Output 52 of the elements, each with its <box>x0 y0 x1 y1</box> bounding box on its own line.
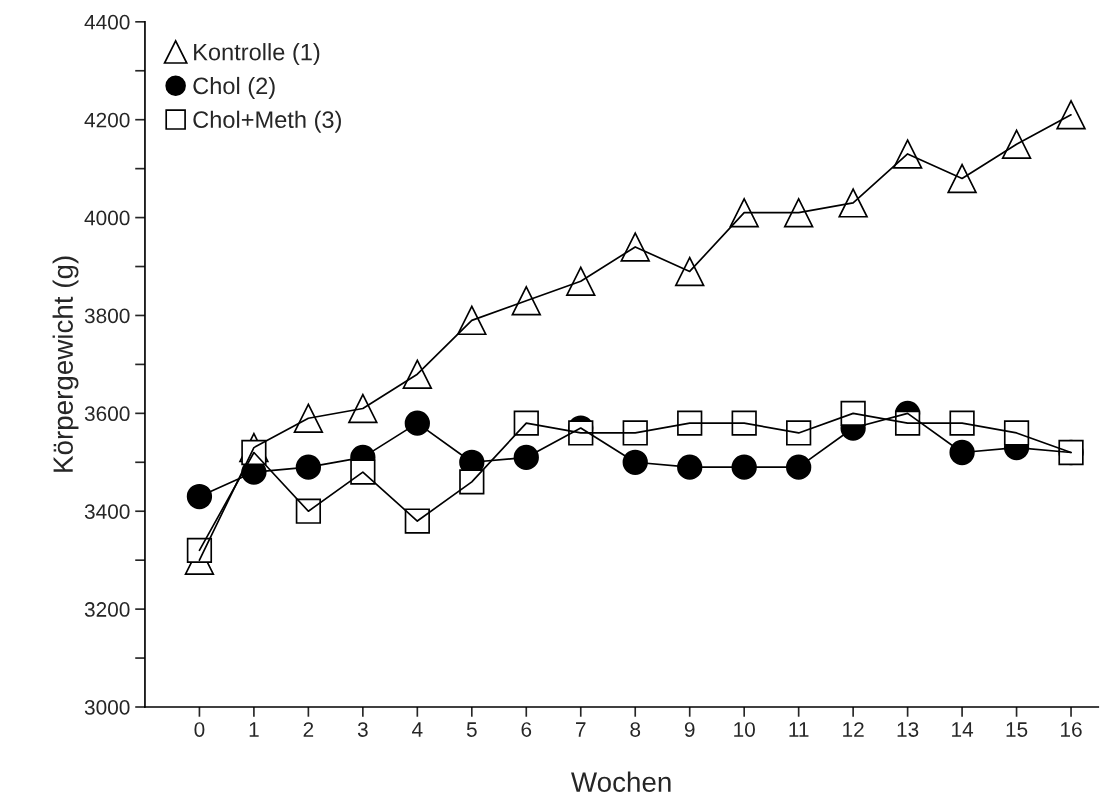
point <box>949 439 975 466</box>
point <box>674 256 705 287</box>
point <box>947 163 977 194</box>
x-tick-label: 15 <box>1006 722 1028 737</box>
x-tick-label: 6 <box>521 722 532 737</box>
point <box>786 454 812 480</box>
legend-label: Chol+Meth (3) <box>193 110 341 133</box>
y-axis-title: Körpergewicht (g) <box>52 256 79 472</box>
point <box>620 232 650 262</box>
x-tick-label: 2 <box>303 722 314 737</box>
point <box>840 400 866 426</box>
point <box>677 454 703 480</box>
x-tick-label: 3 <box>357 722 368 737</box>
x-tick-label: 10 <box>734 722 755 737</box>
point <box>513 444 539 471</box>
point <box>295 454 322 480</box>
y-tick-label: 4200 <box>84 112 130 128</box>
x-axis-title: Wochen <box>571 771 671 792</box>
point <box>566 266 596 296</box>
y-tick-label: 4400 <box>84 14 130 30</box>
point <box>293 403 324 433</box>
point <box>186 483 213 510</box>
x-tick-label: 9 <box>684 722 695 737</box>
x-tick-label: 12 <box>843 722 864 737</box>
y-tick-label: 3600 <box>84 406 130 422</box>
y-tick-label: 3200 <box>84 602 130 617</box>
point <box>511 286 542 316</box>
x-tick-label: 7 <box>576 722 586 737</box>
point <box>1056 100 1086 130</box>
x-tick-label: 5 <box>466 722 477 737</box>
point <box>783 197 814 228</box>
x-tick-label: 14 <box>952 722 974 737</box>
y-tick-label: 3000 <box>84 700 130 715</box>
x-tick-label: 1 <box>249 722 259 737</box>
y-tick-label: 3400 <box>84 504 130 519</box>
x-tick-label: 16 <box>1061 722 1082 737</box>
x-tick-label: 13 <box>897 722 919 737</box>
legend-label: Chol (2) <box>193 76 275 99</box>
y-tick-label: 4000 <box>84 210 130 226</box>
point <box>404 410 430 436</box>
legend-label: Kontrolle (1) <box>194 43 320 66</box>
point <box>348 393 378 424</box>
x-tick-label: 4 <box>412 722 423 737</box>
y-tick-label: 3800 <box>84 308 130 324</box>
point <box>402 359 433 389</box>
x-tick-label: 0 <box>194 722 205 737</box>
x-tick-label: 8 <box>630 722 641 737</box>
x-tick-label: 11 <box>789 722 809 737</box>
point <box>838 188 868 218</box>
point <box>1001 129 1032 159</box>
point <box>622 449 648 475</box>
point <box>731 454 757 480</box>
